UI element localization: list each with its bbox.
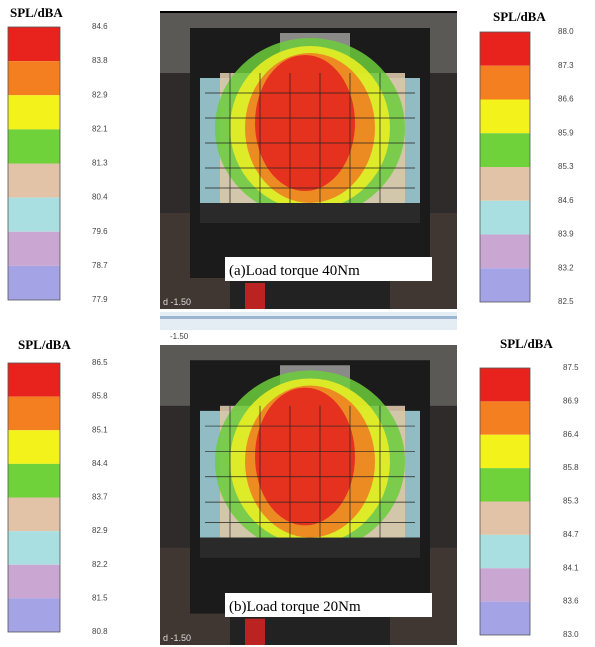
scale-tick: 83.6 xyxy=(563,597,579,606)
scale-tick: 82.2 xyxy=(92,560,108,569)
color-band xyxy=(8,232,60,266)
color-band xyxy=(8,565,60,599)
scale-tick: 83.7 xyxy=(92,493,108,502)
color-band xyxy=(480,602,530,635)
scale-tick: 81.5 xyxy=(92,593,108,602)
scale-tick: 86.9 xyxy=(563,396,579,405)
scale-title: SPL/dBA xyxy=(18,337,71,352)
scale-tick: 86.5 xyxy=(92,358,108,367)
color-band xyxy=(480,100,530,134)
scale-tick: 84.7 xyxy=(563,530,579,539)
color-band xyxy=(8,61,60,95)
scale-tick: 81.3 xyxy=(92,159,108,168)
scale-tick: 80.4 xyxy=(92,193,108,202)
color-band xyxy=(8,95,60,129)
color-band xyxy=(480,268,530,302)
scale-tick: 87.5 xyxy=(563,363,579,372)
color-band xyxy=(8,531,60,565)
color-band xyxy=(8,430,60,464)
scale-tick: 85.9 xyxy=(558,128,574,137)
scale-tick: 85.8 xyxy=(92,392,108,401)
corner-text: d -1.50 xyxy=(163,633,191,643)
scale-tick: 86.4 xyxy=(563,430,579,439)
color-band xyxy=(8,27,60,61)
scale-tick: 85.3 xyxy=(563,497,579,506)
scale-tick: 84.6 xyxy=(92,22,108,31)
caption: (b)Load torque 20Nm xyxy=(229,599,361,615)
scale-tick: 87.3 xyxy=(558,61,574,70)
scale-tick: 82.1 xyxy=(92,124,108,133)
scale-tick: 85.8 xyxy=(563,463,579,472)
scale-tick: 83.9 xyxy=(558,230,574,239)
scale-tick: 82.9 xyxy=(92,90,108,99)
color-band xyxy=(480,368,530,401)
color-band xyxy=(8,198,60,232)
color-band xyxy=(8,363,60,397)
color-band xyxy=(8,397,60,431)
scale-tick: 85.3 xyxy=(558,162,574,171)
scale-tick: 88.0 xyxy=(558,27,574,36)
color-band xyxy=(480,32,530,66)
color-band xyxy=(480,235,530,269)
scale-tick: 86.6 xyxy=(558,95,574,104)
strip xyxy=(160,312,457,330)
scale-tick: 84.6 xyxy=(558,196,574,205)
scale-tick: 78.7 xyxy=(92,261,108,270)
strip-text: -1.50 xyxy=(170,332,189,341)
scale-tick: 82.5 xyxy=(558,297,574,306)
scale-tick: 84.1 xyxy=(563,563,579,572)
color-band xyxy=(480,535,530,568)
scale-tick: 83.2 xyxy=(558,263,574,272)
color-band xyxy=(480,401,530,434)
color-band xyxy=(480,468,530,501)
corner-text: d -1.50 xyxy=(163,297,191,307)
scale-tick: 83.8 xyxy=(92,56,108,65)
color-band xyxy=(8,498,60,532)
scale-tick: 77.9 xyxy=(92,295,108,304)
color-band xyxy=(8,129,60,163)
color-band xyxy=(480,167,530,201)
color-band xyxy=(480,568,530,601)
scale-title: SPL/dBA xyxy=(10,5,63,20)
scale-tick: 82.9 xyxy=(92,526,108,535)
scale-tick: 85.1 xyxy=(92,425,108,434)
scale-title: SPL/dBA xyxy=(500,336,553,351)
caption: (a)Load torque 40Nm xyxy=(229,263,360,279)
scale-tick: 80.8 xyxy=(92,627,108,636)
color-band xyxy=(480,66,530,100)
scale-tick: 79.6 xyxy=(92,227,108,236)
color-band xyxy=(480,502,530,535)
color-band xyxy=(8,464,60,498)
color-band xyxy=(480,133,530,167)
scale-title: SPL/dBA xyxy=(493,9,546,24)
strip-bar xyxy=(160,316,457,319)
color-band xyxy=(480,201,530,235)
color-band xyxy=(8,266,60,300)
color-band xyxy=(8,598,60,632)
figure: d -1.50 (a)Load torque 40Nm -1.50 d -1.50 (b… xyxy=(0,0,595,647)
color-band xyxy=(8,164,60,198)
scale-tick: 84.4 xyxy=(92,459,108,468)
scale-tick: 83.0 xyxy=(563,630,579,639)
color-band xyxy=(480,435,530,468)
